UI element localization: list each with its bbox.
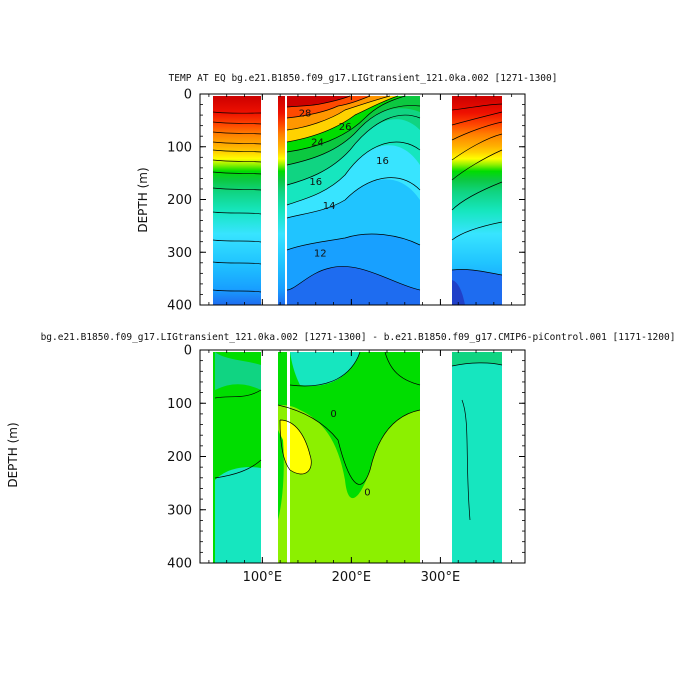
land-mask <box>420 96 452 305</box>
isotherm-line <box>286 266 421 291</box>
y-tick-label: 100 <box>167 397 192 412</box>
top-y-axis-label: DEPTH (m) <box>136 167 150 232</box>
diff-band <box>278 430 284 520</box>
isotherm-line <box>286 177 421 219</box>
top-panel-field <box>213 96 517 305</box>
contour-label: 0 <box>364 487 370 498</box>
isotherm-line <box>286 95 399 143</box>
difference-contour-line <box>289 351 361 387</box>
isotherm-line <box>286 95 391 131</box>
isotherm-line <box>212 111 262 114</box>
bottom-contour-lines <box>214 351 503 521</box>
bottom-y-axis-label: DEPTH (m) <box>6 422 20 487</box>
isotherm-line <box>212 131 262 135</box>
y-tick-label: 200 <box>167 193 192 208</box>
land-mask <box>261 352 278 563</box>
difference-contour-line <box>214 459 262 479</box>
ocean-fill-segment <box>278 96 285 305</box>
isotherm-line <box>451 103 503 111</box>
contour-label: 0 <box>330 409 336 420</box>
isotherm-line <box>212 171 262 175</box>
x-tick-label: 300°E <box>421 570 461 585</box>
land-mask <box>285 96 287 305</box>
diff-band <box>278 352 420 499</box>
isotherm-line <box>286 233 421 251</box>
contour-label: 12 <box>314 248 327 259</box>
diff-band <box>215 467 261 563</box>
isotherm-line <box>212 289 262 293</box>
isotherm-line <box>286 95 371 119</box>
isotherm-line <box>451 111 503 126</box>
diff-band <box>215 384 261 478</box>
isotherm-line <box>286 141 421 206</box>
land-mask <box>502 352 517 563</box>
contour-label: 24 <box>311 138 324 149</box>
top-panel-title: TEMP AT EQ bg.e21.B1850.f09_g17.LIGtrans… <box>169 73 558 84</box>
difference-contour-line <box>384 351 421 386</box>
contour-label: 14 <box>323 201 336 212</box>
land-mask <box>502 96 517 305</box>
difference-contour-line <box>277 404 421 485</box>
isotherm-line <box>286 95 406 153</box>
ocean-fill-segment <box>452 352 502 563</box>
isotherm-line <box>212 121 262 125</box>
difference-contour-line <box>214 389 262 399</box>
isotherm-line <box>212 141 262 145</box>
bottom-contour-labels: 00 <box>330 409 370 498</box>
contour-label: 16 <box>309 177 322 188</box>
difference-contour-line <box>451 362 503 367</box>
isotherm-line <box>286 114 421 186</box>
isotherm-line <box>451 181 503 211</box>
land-mask <box>420 352 452 563</box>
y-tick-label: 0 <box>184 344 192 359</box>
top-contour-lines <box>212 95 503 293</box>
y-tick-label: 300 <box>167 246 192 261</box>
isotherm-line <box>451 221 503 241</box>
isotherm-line <box>212 159 262 163</box>
y-tick-label: 300 <box>167 503 192 518</box>
y-tick-label: 200 <box>167 450 192 465</box>
diff-band <box>290 352 360 386</box>
isotherm-line <box>212 261 262 265</box>
isotherm-line <box>451 133 503 161</box>
diff-band <box>452 352 502 366</box>
land-mask <box>287 352 290 563</box>
temp-band <box>452 269 502 305</box>
contour-label: 16 <box>376 156 389 167</box>
bottom-panel-title: bg.e21.B1850.f09_g17.LIGtransient_121.0k… <box>41 332 676 343</box>
top-panel: TEMP AT EQ bg.e21.B1850.f09_g17.LIGtrans… <box>167 73 557 314</box>
temp-band <box>452 280 465 305</box>
y-tick-label: 100 <box>167 140 192 155</box>
x-tick-label: 100°E <box>243 570 283 585</box>
isotherm-line <box>286 105 421 166</box>
isotherm-line <box>212 187 262 191</box>
isotherm-line <box>451 149 503 181</box>
contour-label: 26 <box>339 122 352 133</box>
bottom-panel-field <box>213 352 517 563</box>
temp-band <box>287 96 350 107</box>
y-tick-label: 400 <box>167 299 192 314</box>
bottom-axes: 0 100 200 300 400 100°E 200°E 300°E <box>167 344 525 585</box>
isotherm-line <box>451 121 503 141</box>
top-axes: 0 100 200 300 400 <box>167 88 525 314</box>
isotherm-line <box>212 211 262 215</box>
top-contour-labels: 28 26 24 16 16 14 12 <box>299 109 389 260</box>
y-tick-label: 0 <box>184 88 192 103</box>
bottom-panel: bg.e21.B1850.f09_g17.LIGtransient_121.0k… <box>41 332 676 585</box>
difference-contour-line <box>279 419 312 475</box>
isotherm-line <box>212 149 262 153</box>
difference-contour-line <box>461 399 471 521</box>
isotherm-line <box>286 95 351 108</box>
ocean-fill-segment <box>213 96 261 305</box>
x-tick-label: 200°E <box>332 570 372 585</box>
y-tick-label: 400 <box>167 557 192 572</box>
contour-label: 28 <box>299 109 312 120</box>
land-mask <box>261 96 278 305</box>
isotherm-line <box>212 239 262 243</box>
isotherm-line <box>451 269 503 276</box>
